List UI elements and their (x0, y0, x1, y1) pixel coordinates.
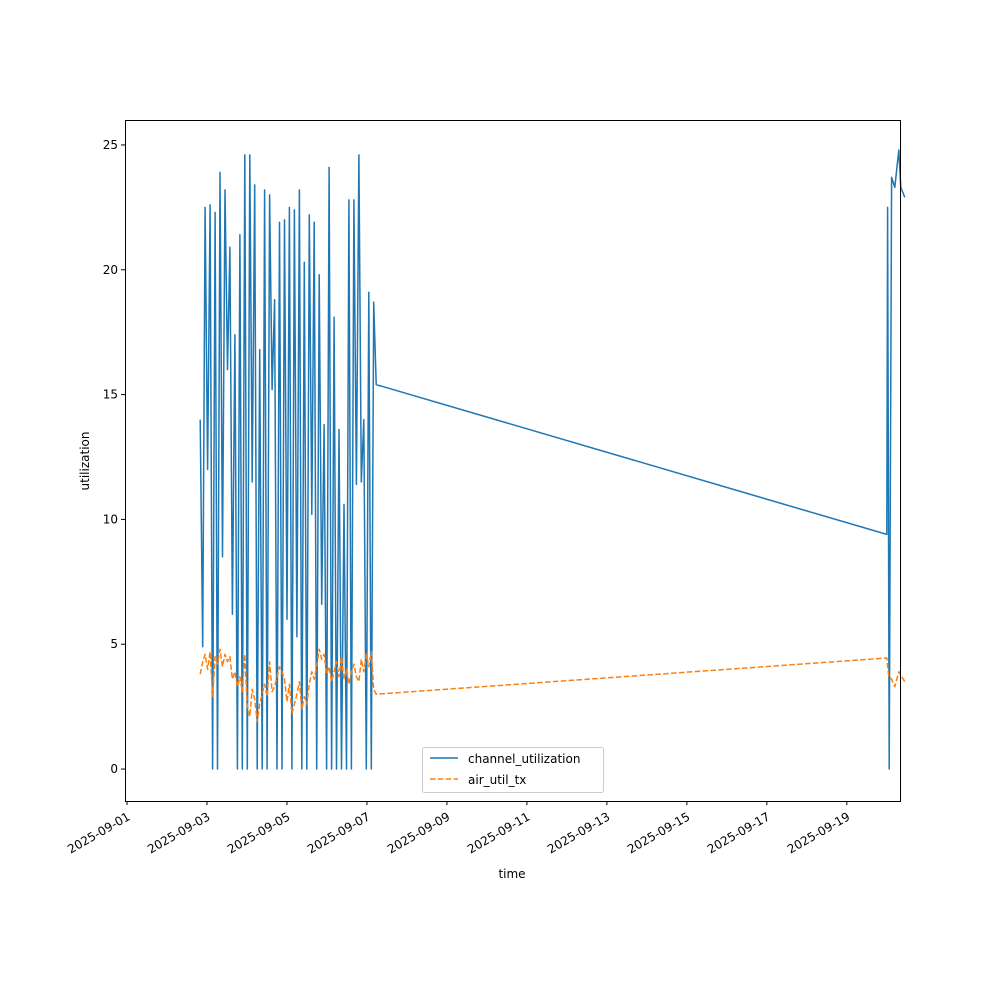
x-tick-label: 2025-09-05 (225, 809, 292, 856)
y-tick-label: 0 (110, 762, 118, 776)
legend-label-channel-utilization: channel_utilization (468, 752, 580, 766)
x-tick-label: 2025-09-11 (465, 809, 532, 856)
y-tick-label: 20 (103, 263, 118, 277)
x-tick-label: 2025-09-17 (705, 809, 772, 856)
plot-frame (125, 120, 901, 802)
x-axis: 2025-09-01 2025-09-03 2025-09-05 2025-09-07… (65, 801, 852, 856)
y-tick-label: 25 (103, 138, 118, 152)
y-axis-label: utilization (78, 432, 92, 491)
legend-label-air-util-tx: air_util_tx (468, 773, 526, 787)
x-tick-label: 2025-09-15 (625, 809, 692, 856)
plot-lines (199, 149, 906, 770)
y-tick-label: 10 (103, 512, 118, 526)
y-axis: 0 5 10 15 20 25 (103, 138, 125, 776)
legend-frame (422, 747, 604, 793)
y-tick-label: 15 (103, 388, 118, 402)
x-tick-label: 2025-09-09 (385, 809, 452, 856)
x-tick-label: 2025-09-19 (785, 809, 852, 856)
series-line-channel-utilization (199, 149, 906, 770)
x-axis-label: time (498, 867, 525, 881)
x-tick-label: 2025-09-01 (65, 809, 132, 856)
series-line-air-util-tx (199, 648, 906, 723)
x-tick-label: 2025-09-07 (305, 809, 372, 856)
y-tick-label: 5 (110, 637, 118, 651)
x-tick-label: 2025-09-03 (145, 809, 212, 856)
legend: channel_utilization air_util_tx (422, 747, 604, 793)
x-tick-label: 2025-09-13 (545, 809, 612, 856)
